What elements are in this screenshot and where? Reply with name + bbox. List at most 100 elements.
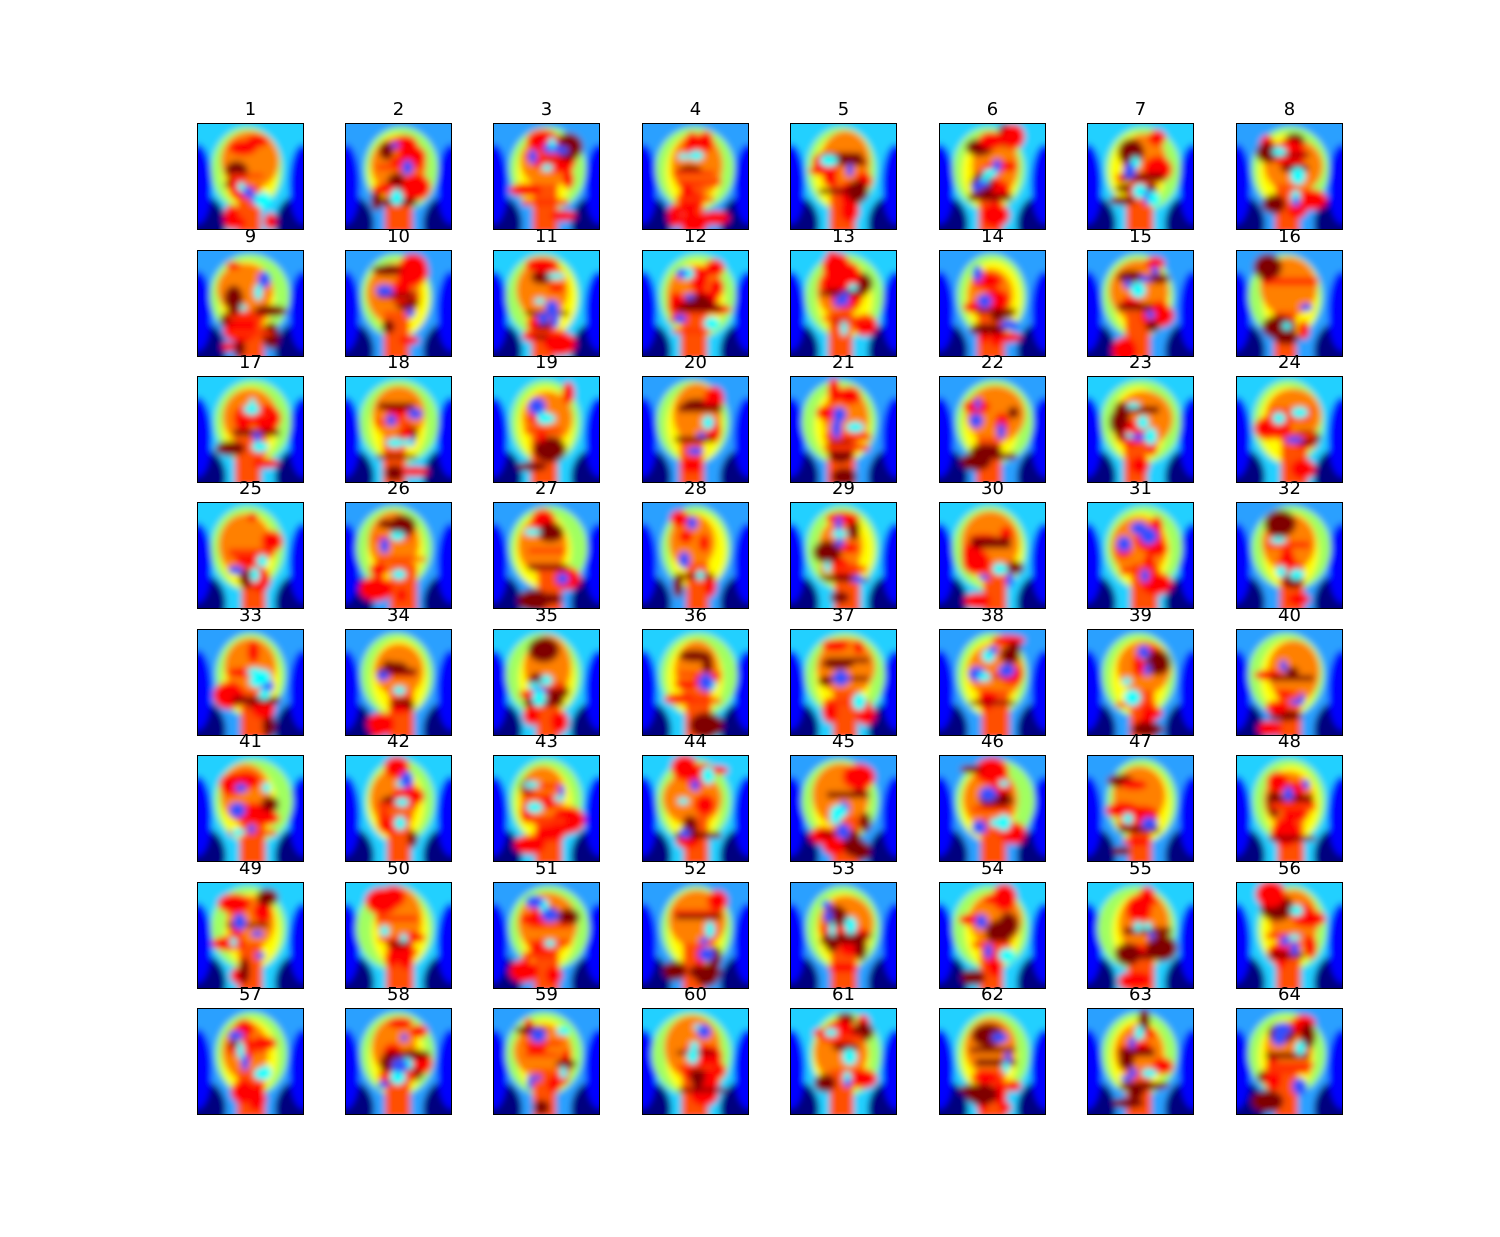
panel-title: 48 [1278, 731, 1301, 752]
heatmap-graphic [494, 377, 599, 482]
panel-title: 10 [387, 226, 410, 247]
heatmap-graphic [494, 756, 599, 861]
heatmap-image [493, 629, 600, 736]
heatmap-graphic [494, 124, 599, 229]
heatmap-graphic [791, 883, 896, 988]
panel-title: 4 [689, 99, 702, 120]
heatmap-image [642, 376, 749, 483]
heatmap-graphic [198, 883, 303, 988]
heatmap-graphic [1237, 630, 1342, 735]
heatmap-image [642, 502, 749, 609]
heatmap-graphic [643, 883, 748, 988]
heatmap-graphic [1237, 1009, 1342, 1114]
heatmap-image [939, 250, 1046, 357]
heatmap-image [1236, 755, 1343, 862]
heatmap-image [345, 882, 452, 989]
heatmap-image [939, 755, 1046, 862]
panel-title: 41 [239, 731, 262, 752]
heatmap-image [939, 1008, 1046, 1115]
heatmap-image [1087, 502, 1194, 609]
heatmap-graphic [198, 503, 303, 608]
heatmap-image [345, 502, 452, 609]
panel-title: 37 [832, 605, 855, 626]
panel-title: 34 [387, 605, 410, 626]
panel-title: 45 [832, 731, 855, 752]
panel-title: 49 [239, 858, 262, 879]
heatmap-graphic [494, 251, 599, 356]
heatmap-graphic [1088, 124, 1193, 229]
heatmap-graphic [791, 1009, 896, 1114]
panel-title: 3 [540, 99, 553, 120]
panel-title: 30 [981, 478, 1004, 499]
heatmap-image [345, 755, 452, 862]
heatmap-image [1087, 250, 1194, 357]
heatmap-graphic [940, 1009, 1045, 1114]
heatmap-image [790, 755, 897, 862]
panel-title: 11 [535, 226, 558, 247]
heatmap-graphic [1088, 503, 1193, 608]
heatmap-graphic [1237, 503, 1342, 608]
heatmap-graphic [1088, 630, 1193, 735]
panel-title: 22 [981, 352, 1004, 373]
heatmap-image [1236, 502, 1343, 609]
heatmap-graphic [346, 630, 451, 735]
heatmap-image [790, 502, 897, 609]
heatmap-graphic [643, 630, 748, 735]
panel-title: 43 [535, 731, 558, 752]
heatmap-image [197, 502, 304, 609]
heatmap-graphic [791, 124, 896, 229]
panel-title: 60 [684, 984, 707, 1005]
panel-title: 15 [1129, 226, 1152, 247]
heatmap-image [939, 882, 1046, 989]
heatmap-graphic [198, 251, 303, 356]
panel-title: 14 [981, 226, 1004, 247]
panel-title: 55 [1129, 858, 1152, 879]
panel-title: 56 [1278, 858, 1301, 879]
heatmap-graphic [1088, 883, 1193, 988]
heatmap-image [493, 250, 600, 357]
heatmap-image [197, 755, 304, 862]
heatmap-image [790, 376, 897, 483]
heatmap-graphic [346, 251, 451, 356]
panel-title: 52 [684, 858, 707, 879]
heatmap-graphic [494, 883, 599, 988]
heatmap-image [197, 250, 304, 357]
heatmap-graphic [940, 377, 1045, 482]
panel-title: 54 [981, 858, 1004, 879]
heatmap-graphic [1237, 251, 1342, 356]
heatmap-image [493, 376, 600, 483]
panel-title: 31 [1129, 478, 1152, 499]
panel-title: 29 [832, 478, 855, 499]
heatmap-graphic [346, 503, 451, 608]
panel-title: 2 [392, 99, 405, 120]
heatmap-image [493, 882, 600, 989]
panel-title: 50 [387, 858, 410, 879]
heatmap-graphic [346, 756, 451, 861]
heatmap-image [197, 123, 304, 230]
panel-title: 19 [535, 352, 558, 373]
panel-title: 20 [684, 352, 707, 373]
heatmap-graphic [198, 756, 303, 861]
heatmap-image [790, 629, 897, 736]
heatmap-graphic [791, 503, 896, 608]
panel-title: 17 [239, 352, 262, 373]
heatmap-graphic [1088, 251, 1193, 356]
heatmap-graphic [643, 1009, 748, 1114]
heatmap-image [1236, 1008, 1343, 1115]
panel-title: 23 [1129, 352, 1152, 373]
panel-title: 1 [244, 99, 257, 120]
heatmap-graphic [198, 377, 303, 482]
heatmap-graphic [791, 756, 896, 861]
heatmap-graphic [1237, 756, 1342, 861]
heatmap-graphic [940, 124, 1045, 229]
heatmap-image [197, 1008, 304, 1115]
panel-title: 42 [387, 731, 410, 752]
heatmap-graphic [346, 883, 451, 988]
heatmap-graphic [791, 251, 896, 356]
heatmap-image [345, 250, 452, 357]
heatmap-graphic [791, 377, 896, 482]
heatmap-image [939, 629, 1046, 736]
heatmap-graphic [643, 251, 748, 356]
heatmap-graphic [791, 630, 896, 735]
